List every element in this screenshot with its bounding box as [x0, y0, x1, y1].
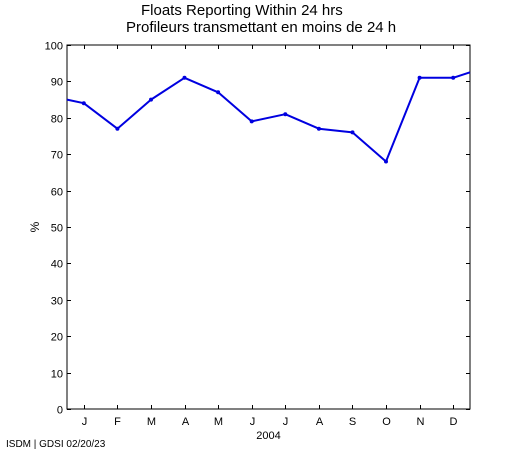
x-tick-label: O	[382, 416, 391, 428]
data-point	[115, 126, 120, 131]
y-tick-label: 90	[51, 77, 63, 89]
source-credit: ISDM | GDSI 02/20/23	[6, 439, 106, 450]
x-axis-label: 2004	[256, 430, 280, 442]
data-point	[149, 97, 153, 102]
data-point	[417, 75, 422, 80]
x-tick-label: N	[417, 416, 425, 428]
data-point	[451, 75, 456, 80]
y-tick-label: 10	[51, 369, 63, 381]
data-point	[249, 119, 254, 124]
y-tick-label: 70	[51, 150, 63, 162]
series-line	[66, 71, 471, 163]
x-tick-label: J	[82, 416, 88, 428]
y-tick-label: 100	[45, 41, 63, 53]
y-tick-label: 50	[51, 223, 63, 235]
data-point	[216, 90, 221, 95]
y-tick-label: 0	[57, 405, 63, 417]
data-point	[283, 112, 288, 117]
y-tick-label: 60	[51, 187, 63, 199]
data-point	[316, 126, 321, 131]
data-point	[384, 159, 388, 164]
data-point	[81, 101, 86, 106]
y-tick-label: 40	[51, 259, 63, 271]
y-tick-label: 80	[51, 114, 63, 126]
x-tick-label: A	[316, 416, 324, 428]
data-point	[350, 130, 355, 135]
x-tick-label: M	[147, 416, 156, 428]
chart-title: Floats Reporting Within 24 hrs	[141, 2, 343, 19]
plot-frame	[66, 44, 471, 410]
x-tick-label: J	[250, 416, 256, 428]
x-tick-label: D	[450, 416, 458, 428]
x-tick-label: A	[182, 416, 190, 428]
y-tick-label: 30	[51, 296, 63, 308]
x-tick-label: F	[114, 416, 121, 428]
y-tick-label: 20	[51, 332, 63, 344]
x-tick-label: J	[283, 416, 289, 428]
x-tick-label: M	[214, 416, 223, 428]
chart-subtitle: Profileurs transmettant en moins de 24 h	[126, 19, 397, 36]
data-point	[182, 75, 187, 80]
y-axis-label: %	[28, 221, 42, 232]
x-tick-label: S	[349, 416, 356, 428]
